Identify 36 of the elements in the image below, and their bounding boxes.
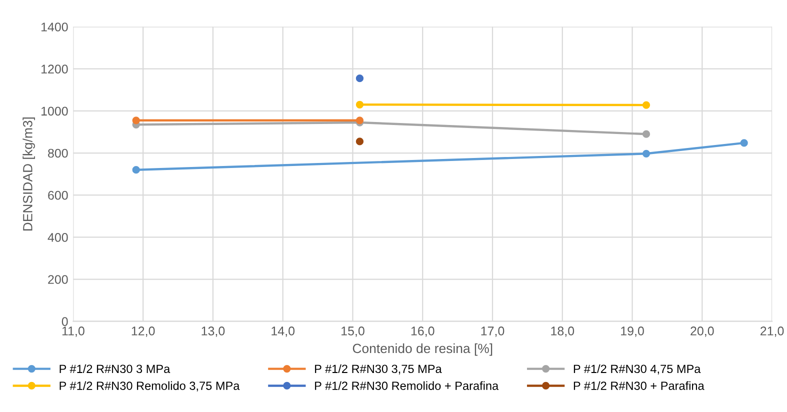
x-tick-label: 12,0 xyxy=(132,326,155,337)
y-tick-label: 1000 xyxy=(41,106,68,116)
x-tick-label: 20,0 xyxy=(690,326,714,337)
legend-label: P #1/2 R#N30 3,75 MPa xyxy=(315,364,442,374)
y-tick-label: 800 xyxy=(48,148,68,158)
point xyxy=(356,74,364,82)
x-tick-label: 18,0 xyxy=(551,326,574,337)
x-tick-label: 14,0 xyxy=(272,326,295,337)
y-tick-label: 400 xyxy=(48,232,68,242)
y-tick-label: 600 xyxy=(48,190,68,200)
y-axis-title: DENSIDAD [kg/m3] xyxy=(22,117,35,231)
point xyxy=(642,101,650,109)
point xyxy=(356,138,364,146)
legend-label: P #1/2 R#N30 Remolido 3,75 MPa xyxy=(60,381,240,392)
x-tick-label: 21,0 xyxy=(760,326,784,337)
x-tick-label: 19,0 xyxy=(621,326,644,337)
point xyxy=(740,139,748,147)
x-tick-label: 13,0 xyxy=(202,326,225,337)
legend-label: P #1/2 R#N30 4,75 MPa xyxy=(574,364,701,374)
y-tick-label: 1200 xyxy=(41,64,68,74)
legend-label: P #1/2 R#N30 + Parafina xyxy=(574,381,704,390)
point xyxy=(132,116,140,124)
y-tick-label: 200 xyxy=(48,275,68,284)
point xyxy=(642,150,650,158)
x-tick-label: 17,0 xyxy=(481,326,504,337)
x-tick-label: 15,0 xyxy=(342,326,364,337)
legend-label: P #1/2 R#N30 3 MPa xyxy=(60,364,170,374)
y-tick-label: 1400 xyxy=(41,22,68,32)
point xyxy=(132,166,140,174)
legend-label: P #1/2 R#N30 Remolido + Parafina xyxy=(315,381,499,390)
x-tick-label: 11,0 xyxy=(62,326,84,337)
y-tick-label: 0 xyxy=(62,317,68,326)
x-axis-title: Contenido de resina [%] xyxy=(352,343,492,356)
point xyxy=(642,130,650,138)
point xyxy=(356,100,364,108)
x-tick-label: 16,0 xyxy=(411,326,434,337)
